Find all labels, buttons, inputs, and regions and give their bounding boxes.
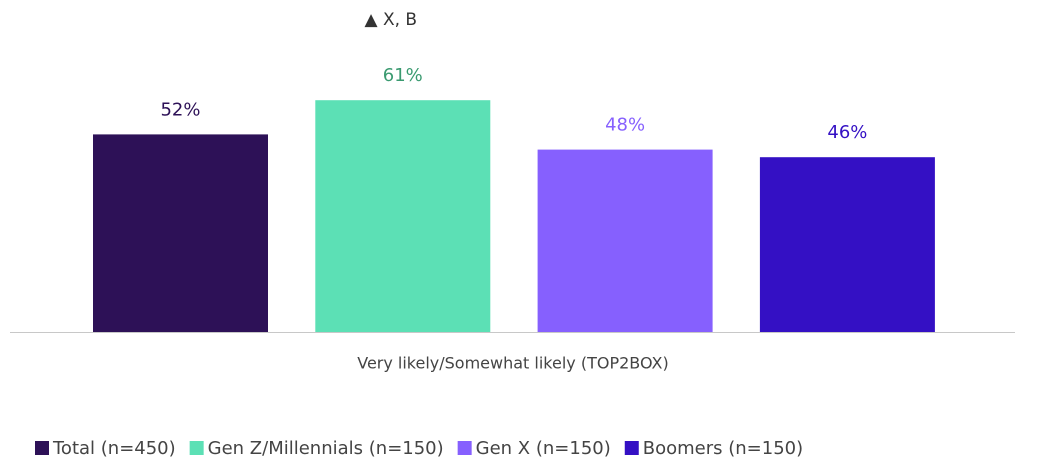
data-label: 46% <box>827 122 867 143</box>
data-label: 61% <box>383 65 423 86</box>
legend-swatch <box>457 441 472 455</box>
legend-label: Gen X (n=150) <box>476 438 611 459</box>
legend-label: Boomers (n=150) <box>643 438 803 459</box>
annotation: ▲ X, B <box>365 10 418 30</box>
data-label: 48% <box>605 115 645 136</box>
bar <box>315 100 491 332</box>
data-label: 52% <box>160 99 200 120</box>
category-label: Very likely/Somewhat likely (TOP2BOX) <box>357 354 669 373</box>
legend-swatch <box>35 441 49 455</box>
bar <box>759 157 935 332</box>
legend-label: Gen Z/Millennials (n=150) <box>208 438 444 459</box>
legend-swatch <box>624 441 639 455</box>
legend-label: Total (n=450) <box>52 438 176 459</box>
bar <box>93 134 268 332</box>
legend-swatch <box>189 441 204 455</box>
bar <box>537 149 713 332</box>
